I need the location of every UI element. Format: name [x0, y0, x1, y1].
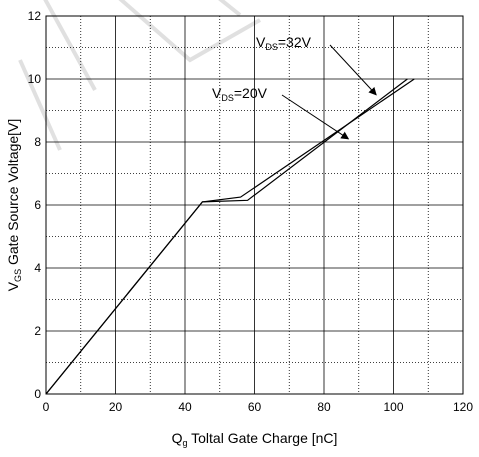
annotation-arrow [281, 94, 350, 140]
y-axis-title: VGS Gate Source Voltage[V] [5, 119, 23, 292]
annotation-label: VDS=20V [212, 85, 268, 103]
annotation-arrow [329, 44, 377, 96]
x-tick-label: 40 [178, 400, 192, 414]
x-tick-label: 120 [453, 400, 473, 414]
x-tick-label: 60 [248, 400, 262, 414]
y-axis-title-rest: Gate Source Voltage[V] [5, 119, 21, 269]
y-axis-title-sub: GS [13, 269, 23, 282]
y-tick-label: 6 [34, 198, 41, 212]
grid-lines [45, 15, 464, 395]
x-axis-title-sub: g [182, 438, 187, 448]
x-tick-label: 0 [43, 400, 50, 414]
x-tick-label: 80 [317, 400, 331, 414]
y-tick-label: 2 [34, 324, 41, 338]
series-lines [45, 78, 415, 395]
y-tick-label: 8 [34, 135, 41, 149]
y-tick-label: 10 [28, 72, 42, 86]
y-tick-label: 0 [34, 387, 41, 401]
y-tick-labels: 0 2 4 6 8 10 12 [28, 9, 42, 401]
plot-frame [45, 15, 464, 395]
series-line-1 [45, 78, 415, 395]
x-axis-title-rest: Toltal Gate Charge [nC] [187, 430, 337, 446]
annotation-label: VDS=32V [256, 34, 312, 52]
y-tick-label: 12 [28, 9, 42, 23]
x-axis-title-main: Q [172, 430, 183, 446]
x-tick-label: 20 [109, 400, 123, 414]
x-axis-title: Qg Toltal Gate Charge [nC] [172, 430, 338, 448]
x-tick-label: 100 [383, 400, 403, 414]
y-tick-label: 4 [34, 261, 41, 275]
annotations: VDS=32V VDS=20V [212, 34, 377, 140]
y-axis-title-main: V [5, 281, 21, 291]
x-tick-labels: 0 20 40 60 80 100 120 [43, 400, 474, 414]
